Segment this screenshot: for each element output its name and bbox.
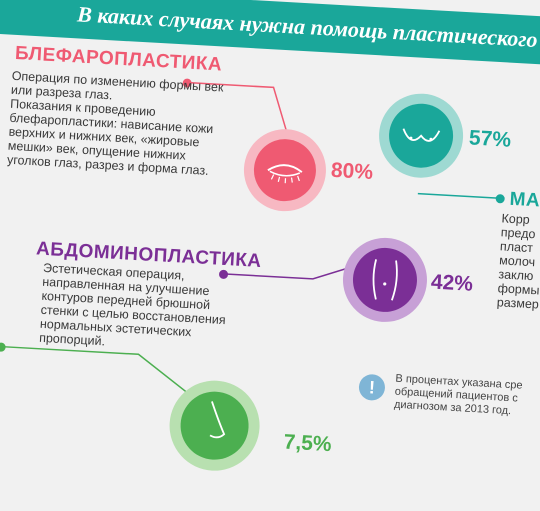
nose-icon (179, 390, 251, 462)
mammoplasty-description: Корр предо пласт молоч заклю формы разме… (497, 211, 540, 311)
abdominoplasty-circle (351, 246, 418, 313)
eye-icon (252, 137, 317, 202)
blepharoplasty-circle (252, 137, 317, 202)
blepharoplasty-percent: 80% (330, 159, 373, 185)
mammoplasty-percent: 57% (468, 126, 511, 152)
blepharoplasty-description: Операция по изменению формы век или разр… (7, 69, 224, 179)
rhinoplasty-circle (179, 390, 251, 462)
abdominoplasty-description: Эстетическая операция, направленная на у… (39, 261, 229, 355)
mammoplasty-title: МА (509, 189, 540, 213)
rhinoplasty-percent: 7,5% (283, 431, 332, 458)
abdomen-icon (351, 246, 418, 313)
mammoplasty-circle (387, 102, 454, 169)
footnote-text: В процентах указана сре обращений пациен… (394, 373, 523, 419)
abdominoplasty-percent: 42% (430, 271, 473, 297)
breast-icon (387, 102, 454, 169)
